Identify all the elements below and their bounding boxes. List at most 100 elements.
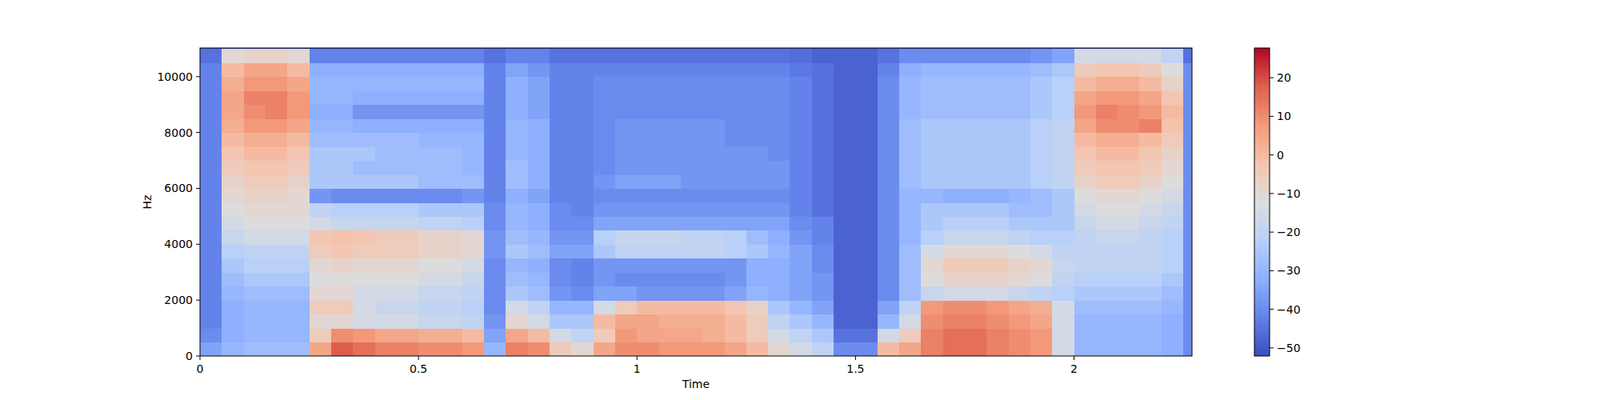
cell [287, 104, 310, 120]
cell [768, 314, 791, 329]
cell [440, 314, 463, 329]
cell [462, 132, 485, 148]
cell [1052, 342, 1075, 356]
cell [1008, 216, 1032, 231]
colorbar-tick [1269, 270, 1274, 272]
cell [659, 104, 682, 120]
cell [855, 328, 878, 343]
cell [309, 188, 332, 203]
cell [375, 188, 398, 203]
cell [418, 328, 441, 343]
cell [593, 300, 616, 315]
cell [571, 314, 594, 329]
cell [505, 188, 528, 203]
cell [287, 244, 310, 259]
cell [724, 230, 748, 245]
cell [1096, 104, 1119, 120]
cell [462, 300, 485, 315]
cell [287, 76, 310, 92]
cell [659, 314, 682, 329]
colorbar-tick-label: −10 [1276, 187, 1301, 200]
cell [528, 272, 551, 287]
cell [462, 62, 485, 77]
cell [331, 174, 354, 189]
cell [1074, 286, 1097, 301]
cell [505, 118, 528, 133]
cell [724, 216, 748, 231]
cell [440, 286, 463, 301]
cell [309, 146, 332, 161]
cell [375, 132, 398, 148]
cell [768, 244, 791, 259]
cell [1161, 244, 1184, 259]
x-tick [636, 356, 638, 360]
cell [789, 104, 812, 120]
cell [593, 202, 616, 217]
cell [200, 314, 223, 329]
cell [352, 286, 376, 301]
cell [1183, 258, 1192, 273]
cell [1096, 258, 1119, 273]
cell [1008, 118, 1032, 133]
cell [571, 188, 594, 203]
cell [746, 146, 769, 161]
cell [724, 202, 748, 217]
cell [528, 230, 551, 245]
cell [505, 230, 528, 245]
cell [1139, 244, 1162, 259]
cell [265, 118, 288, 133]
cell [309, 76, 332, 92]
cell [768, 160, 791, 176]
cell [571, 286, 594, 301]
cell [1074, 48, 1097, 64]
cell [221, 342, 244, 356]
cell [636, 202, 660, 217]
cell [375, 146, 398, 161]
cell [593, 342, 616, 356]
cell [943, 342, 966, 356]
cell [593, 146, 616, 161]
cell [1074, 216, 1097, 231]
cell [571, 48, 594, 64]
cell [789, 272, 812, 287]
cell [396, 174, 420, 189]
cell [1161, 62, 1184, 77]
cell [1008, 160, 1032, 176]
cell [265, 244, 288, 259]
y-tick [196, 244, 200, 245]
cell [833, 342, 856, 356]
cell [680, 174, 704, 189]
cell [964, 328, 988, 343]
cell [943, 132, 966, 148]
cell [899, 90, 922, 105]
cell [1030, 132, 1053, 148]
cell [375, 118, 398, 133]
cell [746, 188, 769, 203]
cell [986, 146, 1009, 161]
cell [636, 230, 660, 245]
cell [1161, 118, 1184, 133]
cell [702, 62, 725, 77]
cell [1008, 342, 1032, 356]
cell [855, 104, 878, 120]
cell [680, 230, 704, 245]
cell [943, 62, 966, 77]
cell [1030, 216, 1053, 231]
cell [1030, 258, 1053, 273]
cell [680, 146, 704, 161]
cell [1074, 202, 1097, 217]
cell [768, 48, 791, 64]
cell [440, 48, 463, 64]
cell [265, 90, 288, 105]
cell [309, 328, 332, 343]
cell [1052, 62, 1075, 77]
cell [528, 118, 551, 133]
cell [528, 202, 551, 217]
cell [659, 230, 682, 245]
cell [1030, 314, 1053, 329]
cell [702, 230, 725, 245]
cell [287, 174, 310, 189]
cell [1074, 244, 1097, 259]
cell [1008, 230, 1032, 245]
cell [484, 118, 507, 133]
